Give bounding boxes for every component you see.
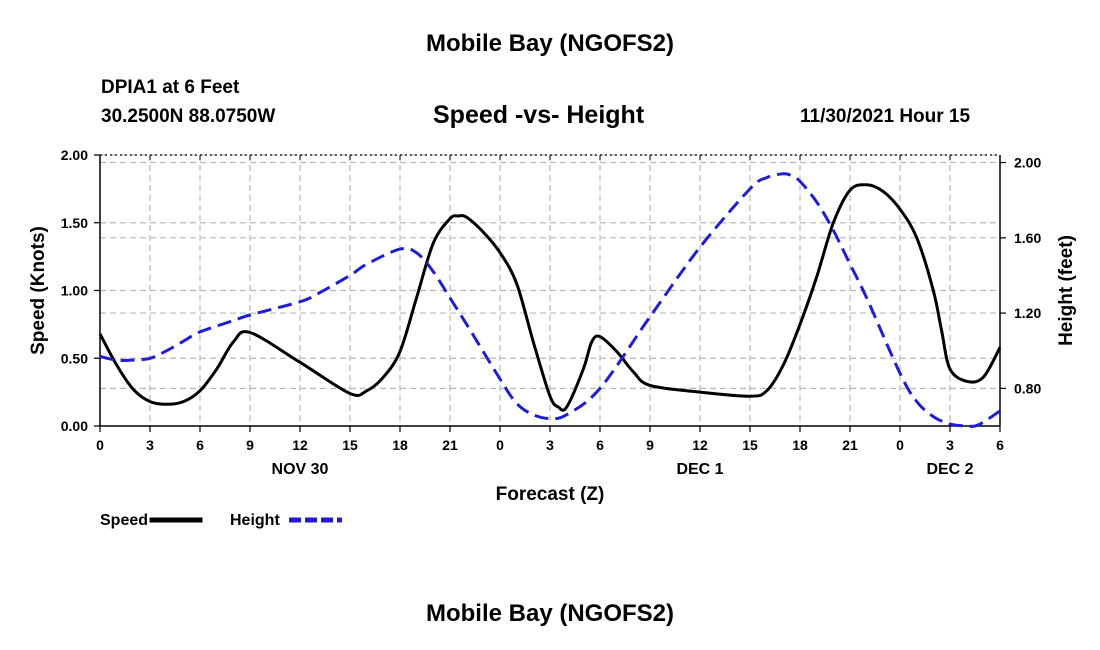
legend-label-height: Height [230, 512, 280, 529]
x-tick-label: 6 [996, 437, 1004, 453]
x-tick-label: 3 [546, 437, 554, 453]
x-tick-label: 6 [196, 437, 204, 453]
x-tick-label: 3 [946, 437, 954, 453]
grid-layer [100, 154, 1000, 426]
y-axis-title: Speed (Knots) [28, 226, 49, 355]
series-line-speed [98, 183, 1002, 412]
date-label: NOV 30 [272, 461, 329, 478]
x-tick-label: 21 [842, 437, 858, 453]
legend: Speed Height [100, 512, 342, 529]
x-tick-label: 9 [646, 437, 654, 453]
x-tick-label: 18 [792, 437, 808, 453]
x-tick-label: 0 [96, 437, 104, 453]
y2-tick-label: 1.20 [1014, 305, 1041, 321]
chart-subtitle: Speed -vs- Height [433, 101, 645, 129]
y-tick-label: 2.00 [61, 147, 88, 163]
y2-tick-label: 0.80 [1014, 380, 1041, 396]
x-tick-label: 0 [896, 437, 904, 453]
x-tick-label: 12 [692, 437, 708, 453]
x-axis-title: Forecast (Z) [496, 484, 605, 505]
axes-layer [94, 154, 1006, 432]
x-tick-label: 9 [246, 437, 254, 453]
y-tick-label: 0.00 [61, 418, 88, 434]
y-tick-label: 1.00 [61, 283, 88, 299]
legend-label-speed: Speed [100, 512, 148, 529]
coordinates-label: 30.2500N 88.0750W [101, 106, 276, 127]
date-label: DEC 1 [676, 461, 723, 478]
x-tick-label: 18 [392, 437, 408, 453]
x-tick-label: 21 [442, 437, 458, 453]
x-tick-label: 12 [292, 437, 308, 453]
y2-tick-label: 1.60 [1014, 230, 1041, 246]
y2-tick-label: 2.00 [1014, 155, 1041, 171]
y-tick-label: 0.50 [61, 350, 88, 366]
label-layer: 0 3 6 9 12 15 18 21 0 3 6 9 12 15 18 21 0 3 6 NOV 30 DEC 1 DE… [28, 147, 1077, 505]
x-tick-label: 15 [742, 437, 758, 453]
x-tick-label: 3 [146, 437, 154, 453]
x-tick-label: 0 [496, 437, 504, 453]
forecast-datetime: 11/30/2021 Hour 15 [800, 106, 971, 127]
date-label: DEC 2 [926, 461, 973, 478]
x-tick-label: 15 [342, 437, 358, 453]
y-tick-label: 1.50 [61, 215, 88, 231]
chart-title-repeat: Mobile Bay (NGOFS2) [425, 600, 675, 627]
y2-axis-title: Height (feet) [1056, 235, 1077, 346]
station-label: DPIA1 at 6 Feet [101, 77, 240, 98]
series-layer [98, 172, 1002, 428]
chart-title: Mobile Bay (NGOFS2) [425, 30, 675, 57]
series-line-height [99, 172, 1001, 428]
x-tick-label: 6 [596, 437, 604, 453]
